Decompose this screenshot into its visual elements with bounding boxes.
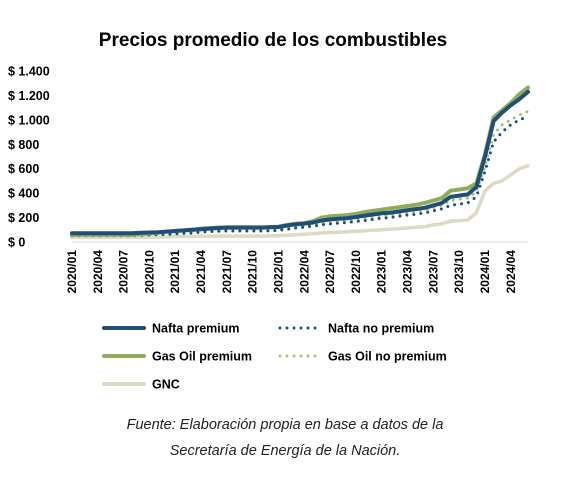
x-tick-label: 2022/07 xyxy=(323,250,337,294)
y-tick-label: $ 600 xyxy=(8,162,39,176)
series-line-gas-oil-premium xyxy=(70,85,530,237)
legend-label: Nafta no premium xyxy=(328,322,434,336)
x-tick-label: 2021/10 xyxy=(246,250,260,294)
series-lines xyxy=(70,85,530,240)
x-tick-label: 2023/01 xyxy=(375,250,389,294)
x-tick-label: 2022/10 xyxy=(349,250,363,294)
x-tick-label: 2023/07 xyxy=(426,250,440,294)
legend-label: Gas Oil premium xyxy=(152,350,252,364)
x-tick-label: 2021/01 xyxy=(168,250,182,294)
x-tick-label: 2021/07 xyxy=(220,250,234,294)
series-line-gas-oil-no-premium xyxy=(70,109,530,238)
x-tick-label: 2020/07 xyxy=(117,250,131,294)
legend-label: GNC xyxy=(152,378,180,392)
x-axis-ticks: 2020/01 2020/04 2020/07 2020/10 2021/01 2021/… xyxy=(65,250,518,294)
legend: Nafta premium Nafta no premium Gas Oil pre… xyxy=(102,322,447,392)
x-tick-label: 2022/04 xyxy=(297,250,311,294)
series-line-gnc xyxy=(70,163,530,240)
y-tick-label: $ 800 xyxy=(8,138,39,152)
legend-label: Gas Oil no premium xyxy=(328,350,447,364)
x-tick-label: 2022/01 xyxy=(271,250,285,294)
x-tick-label: 2020/04 xyxy=(91,250,105,294)
y-tick-label: $ 1.000 xyxy=(8,113,50,127)
x-tick-label: 2021/04 xyxy=(194,250,208,294)
x-tick-label: 2023/10 xyxy=(452,250,466,294)
y-tick-label: $ 1.200 xyxy=(8,89,50,103)
x-tick-label: 2024/04 xyxy=(504,250,518,294)
x-tick-label: 2024/01 xyxy=(478,250,492,294)
y-tick-label: $ 1.400 xyxy=(8,65,50,79)
source-line-2: Secretaría de Energía de la Nación. xyxy=(169,443,401,459)
y-tick-label: $ 0 xyxy=(8,236,25,250)
source-note: Fuente: Elaboración propia en base a dat… xyxy=(0,412,570,464)
legend-label: Nafta premium xyxy=(152,322,240,336)
y-tick-label: $ 200 xyxy=(8,211,39,225)
chart-title: Precios promedio de los combustibles xyxy=(99,30,447,51)
y-axis-ticks: $ 0 $ 200 $ 400 $ 600 $ 800 $ 1.000 $ 1.200 $ 1… xyxy=(8,65,50,250)
series-line-nafta-no-premium xyxy=(70,114,530,238)
x-tick-label: 2020/10 xyxy=(142,250,156,294)
source-line-1: Fuente: Elaboración propia en base a dat… xyxy=(126,417,444,433)
series-line-nafta-premium xyxy=(70,89,530,236)
x-tick-label: 2023/04 xyxy=(401,250,415,294)
x-tick-label: 2020/01 xyxy=(65,250,79,294)
y-tick-label: $ 400 xyxy=(8,187,39,201)
